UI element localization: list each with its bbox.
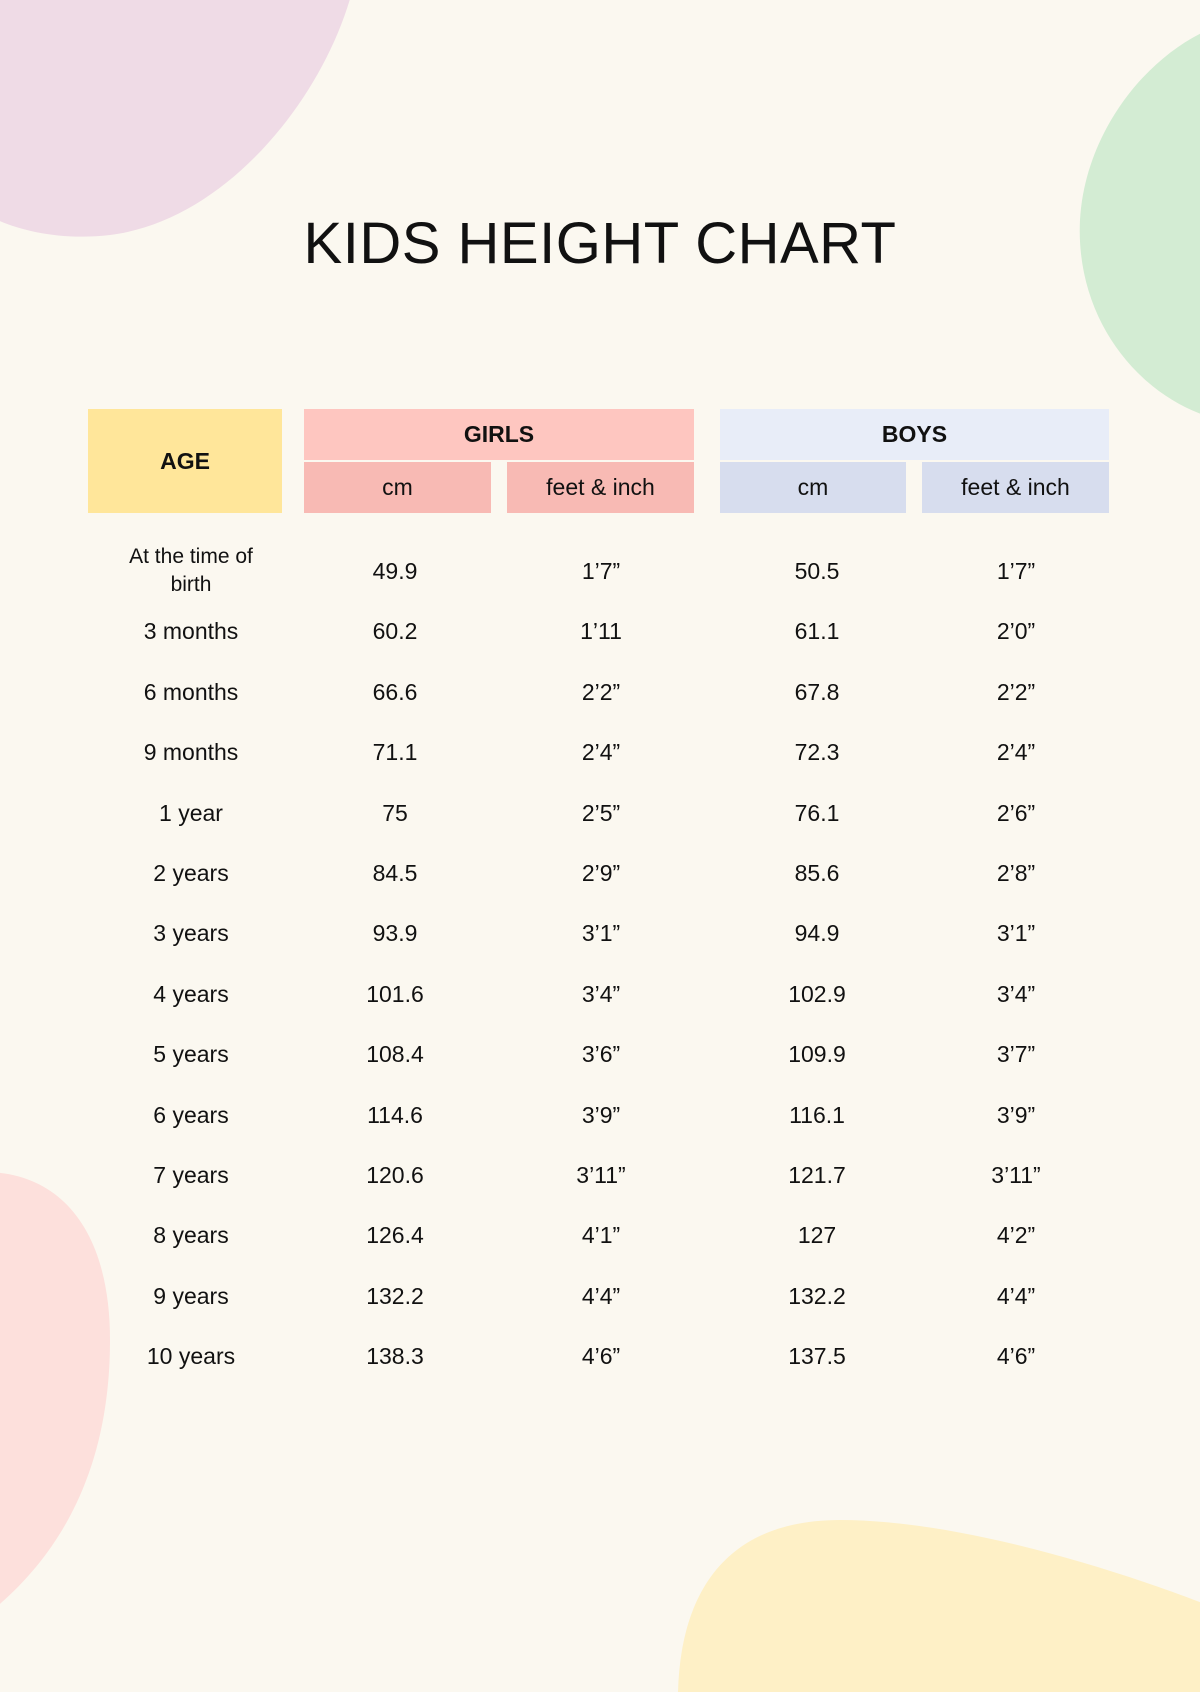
table-cell-girls-cm: 138.3 <box>366 1343 424 1370</box>
table-cell-boys-cm: 121.7 <box>788 1162 846 1188</box>
table-cell-girls-cm: 71.1 <box>372 739 418 766</box>
table-cell-boys-ft: 4’4” <box>996 1282 1036 1309</box>
girls-feet-inch-header: feet & inch <box>507 462 694 513</box>
table-cell-age: 3 months <box>143 618 239 645</box>
table-cell-girls-cm: 114.6 <box>367 1101 423 1128</box>
table-cell-girls-cm: 93.9 <box>372 920 418 947</box>
table-cell-age: 4 years <box>153 980 229 1007</box>
table-cell-girls-ft: 3’9” <box>581 1101 621 1128</box>
table-cell-boys-ft: 2’4” <box>996 739 1036 766</box>
table-cell-boys-ft: 1’7” <box>996 558 1036 584</box>
table-cell-girls-cm: 49.9 <box>372 558 418 584</box>
table-cell-girls-ft: 1’11 <box>580 618 622 645</box>
table-cell-boys-ft: 3’4” <box>996 980 1036 1007</box>
table-cell-age: At the time of birth <box>129 545 253 596</box>
table-cell-girls-cm: 75 <box>382 799 408 826</box>
table-cell-boys-ft: 2’8” <box>996 860 1036 886</box>
table-cell-age: 6 months <box>143 678 239 705</box>
table-cell-boys-cm: 85.6 <box>794 860 840 886</box>
table-cell-boys-cm: 109.9 <box>788 1041 846 1068</box>
table-cell-girls-ft: 2’4” <box>581 739 621 766</box>
table-cell-boys-cm: 50.5 <box>794 558 840 584</box>
table-cell-girls-cm: 120.6 <box>366 1162 424 1188</box>
table-cell-girls-ft: 4’1” <box>581 1222 621 1249</box>
table-cell-girls-ft: 4’4” <box>581 1282 621 1309</box>
yellow-blob-bottom <box>678 1520 1200 1692</box>
table-cell-girls-ft: 1’7” <box>581 558 621 584</box>
table-cell-boys-ft: 3’1” <box>996 920 1036 947</box>
table-cell-girls-cm: 101.6 <box>366 980 424 1007</box>
table-cell-girls-cm: 108.4 <box>366 1041 424 1068</box>
table-cell-boys-cm: 76.1 <box>794 799 840 826</box>
page-title: KIDS HEIGHT CHART <box>303 211 897 276</box>
table-cell-girls-cm: 126.4 <box>366 1222 424 1249</box>
boys-feet-inch-header: feet & inch <box>922 462 1109 513</box>
table-cell-girls-ft: 2’2” <box>581 678 621 705</box>
table-cell-girls-cm: 132.2 <box>366 1282 424 1309</box>
table-cell-age: 10 years <box>146 1343 236 1370</box>
table-cell-boys-ft: 2’6” <box>996 799 1036 826</box>
table-cell-girls-ft: 4’6” <box>581 1343 621 1370</box>
table-cell-boys-cm: 116.1 <box>789 1101 845 1128</box>
table-cell-age: 8 years <box>153 1222 229 1249</box>
green-blob-right <box>1079 33 1200 414</box>
table-cell-boys-cm: 94.9 <box>794 920 840 947</box>
table-cell-boys-ft: 3’11” <box>991 1162 1041 1188</box>
table-cell-age: 3 years <box>153 920 229 947</box>
pink-blob-top-left <box>0 0 350 237</box>
table-cell-age: 7 years <box>153 1162 229 1188</box>
table-cell-girls-ft: 3’6” <box>581 1041 621 1068</box>
girls-cm-header: cm <box>304 462 491 513</box>
table-cell-girls-ft: 2’9” <box>581 860 621 886</box>
table-cell-age: 1 year <box>159 799 223 826</box>
table-cell-girls-cm: 60.2 <box>372 618 418 645</box>
table-cell-boys-cm: 137.5 <box>788 1343 846 1370</box>
table-cell-boys-cm: 127 <box>797 1222 837 1249</box>
table-cell-boys-ft: 4’2” <box>996 1222 1036 1249</box>
girls-header: GIRLS <box>304 409 694 460</box>
table-cell-boys-cm: 102.9 <box>788 980 846 1007</box>
table-cell-boys-cm: 72.3 <box>794 739 840 766</box>
age-header: AGE <box>88 409 282 513</box>
boys-cm-header: cm <box>720 462 906 513</box>
pink-blob-bottom-left <box>0 1173 110 1604</box>
table-cell-boys-cm: 67.8 <box>794 678 840 705</box>
table-cell-age: 5 years <box>153 1041 229 1068</box>
table-cell-girls-ft: 2’5” <box>581 799 621 826</box>
table-cell-age: 9 years <box>153 1282 229 1309</box>
table-cell-girls-ft: 3’4” <box>581 980 621 1007</box>
table-cell-age: 2 years <box>153 860 229 886</box>
table-cell-girls-cm: 66.6 <box>372 678 418 705</box>
table-cell-boys-cm: 61.1 <box>794 618 840 645</box>
table-cell-girls-cm: 84.5 <box>372 860 418 886</box>
table-cell-boys-ft: 2’2” <box>996 678 1036 705</box>
table-cell-boys-cm: 132.2 <box>788 1282 846 1309</box>
table-cell-girls-ft: 3’1” <box>581 920 621 947</box>
table-cell-boys-ft: 4’6” <box>996 1343 1036 1370</box>
table-cell-girls-ft: 3’11” <box>576 1162 626 1188</box>
table-cell-age: 6 years <box>153 1101 229 1128</box>
table-cell-boys-ft: 3’9” <box>996 1101 1036 1128</box>
table-cell-age: 9 months <box>143 739 239 766</box>
boys-header: BOYS <box>720 409 1109 460</box>
table-cell-boys-ft: 2’0” <box>996 618 1036 645</box>
table-cell-boys-ft: 3’7” <box>996 1041 1036 1068</box>
